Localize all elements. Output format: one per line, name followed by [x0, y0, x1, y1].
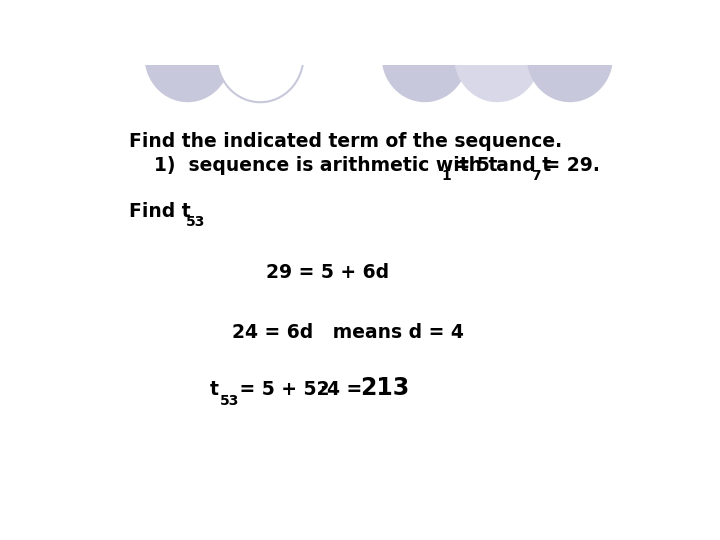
Ellipse shape [454, 11, 541, 102]
Text: = 5 + 52: = 5 + 52 [233, 380, 330, 400]
Ellipse shape [217, 11, 303, 102]
Text: Find the indicated term of the sequence.: Find the indicated term of the sequence. [129, 132, 562, 151]
Ellipse shape [382, 11, 468, 102]
Text: ·4 =: ·4 = [320, 380, 369, 400]
Text: t: t [210, 380, 219, 400]
Ellipse shape [526, 11, 613, 102]
Text: 29 = 5 + 6d: 29 = 5 + 6d [266, 263, 389, 282]
Text: 1: 1 [441, 169, 451, 183]
Text: 1)  sequence is arithmetic with t: 1) sequence is arithmetic with t [154, 156, 498, 175]
Text: Find t: Find t [129, 201, 191, 220]
Text: = 5 and t: = 5 and t [449, 156, 552, 175]
Text: 53: 53 [220, 394, 239, 408]
Text: 213: 213 [360, 376, 410, 400]
Text: 7: 7 [531, 169, 541, 183]
Text: = 29.: = 29. [538, 156, 599, 175]
Text: 24 = 6d   means d = 4: 24 = 6d means d = 4 [233, 323, 464, 342]
Ellipse shape [145, 11, 231, 102]
Text: 53: 53 [186, 215, 204, 229]
